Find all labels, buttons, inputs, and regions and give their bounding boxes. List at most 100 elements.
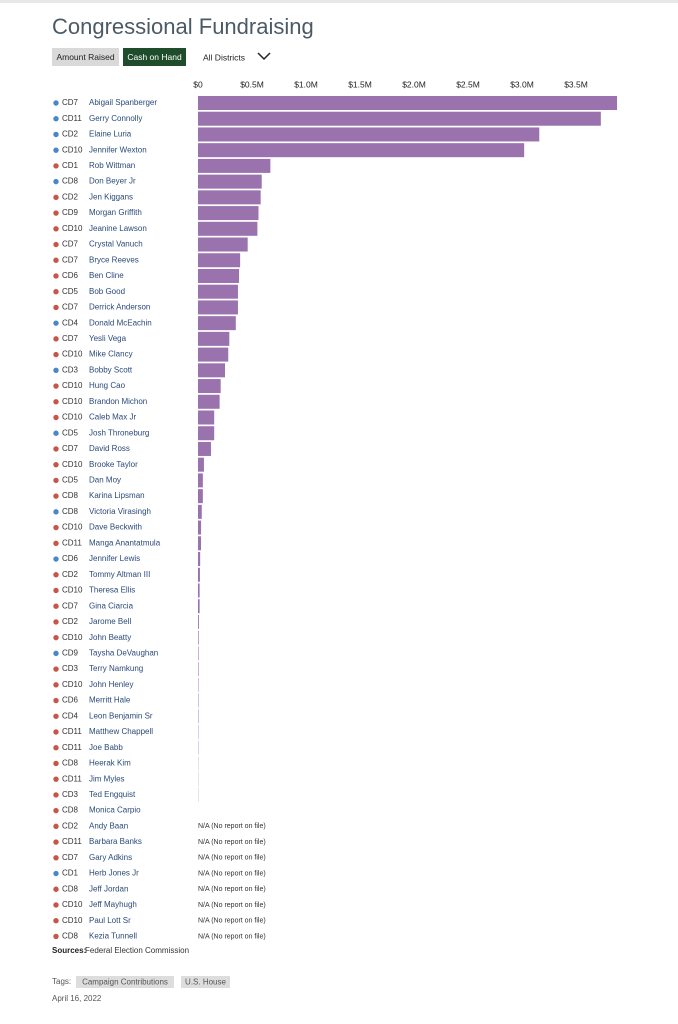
y-tick-label: Monica Carpio xyxy=(89,806,141,815)
district-label: CD7 xyxy=(62,444,79,453)
value-label: N/A (No report on file) xyxy=(198,823,266,830)
toggle-cash[interactable]: Cash on Hand xyxy=(123,48,186,66)
party-dot xyxy=(53,807,59,814)
top-edge xyxy=(0,0,678,3)
value-label: N/A (No report on file) xyxy=(198,839,266,846)
value-label: N/A (No report on file) xyxy=(198,902,266,909)
tag-bg xyxy=(76,976,174,988)
bar xyxy=(198,614,199,629)
party-dot xyxy=(53,619,59,625)
party-dot xyxy=(53,131,59,138)
party-dot xyxy=(53,100,59,106)
party-dot xyxy=(53,870,59,877)
party-dot xyxy=(53,383,59,389)
tag[interactable]: Campaign Contributions xyxy=(82,978,168,987)
district-label: CD7 xyxy=(62,255,79,264)
party-dot xyxy=(53,666,59,672)
district-label: CD3 xyxy=(62,365,79,374)
district-label: CD10 xyxy=(62,145,83,154)
district-label: CD10 xyxy=(62,586,83,595)
bar xyxy=(198,583,200,598)
district-label: CD9 xyxy=(62,208,79,217)
y-tick-label: Barbara Banks xyxy=(89,837,142,846)
district-label: CD6 xyxy=(62,554,79,563)
dropdown-label: All Districts xyxy=(203,52,245,62)
party-dot xyxy=(53,336,59,342)
district-label: CD10 xyxy=(62,633,83,642)
party-dot xyxy=(53,351,59,358)
y-tick-label: Derrick Anderson xyxy=(89,303,150,312)
bar xyxy=(198,268,240,283)
district-label: CD6 xyxy=(62,271,79,280)
district-label: CD10 xyxy=(62,350,83,359)
party-dot xyxy=(53,147,59,153)
y-tick-label: Jim Myles xyxy=(89,774,125,783)
party-dot xyxy=(53,477,59,484)
date: April 16, 2022 xyxy=(52,994,102,1003)
district-label: CD9 xyxy=(62,648,79,657)
y-tick-label: Donald McEachin xyxy=(89,318,152,327)
district-label: CD3 xyxy=(62,790,79,799)
party-dot xyxy=(53,320,59,326)
party-dot xyxy=(53,540,59,546)
y-tick-label: Caleb Max Jr xyxy=(89,413,136,422)
district-label: CD5 xyxy=(62,287,79,296)
district-label: CD8 xyxy=(62,806,79,815)
district-dropdown[interactable]: All Districts xyxy=(203,52,271,62)
bar xyxy=(198,300,238,315)
y-tick-label: Brooke Taylor xyxy=(89,460,138,469)
y-tick-label: Tommy Altman III xyxy=(89,570,150,579)
bar xyxy=(198,426,215,441)
button-label: Cash on Hand xyxy=(127,52,182,62)
district-label: CD4 xyxy=(62,318,79,327)
district-label: CD5 xyxy=(62,476,79,485)
bar xyxy=(198,174,262,189)
y-tick-label: Manga Anantatmula xyxy=(89,538,161,547)
y-tick-label: Crystal Vanuch xyxy=(89,240,143,249)
value-label: N/A (No report on file) xyxy=(198,886,266,893)
party-dot xyxy=(53,603,59,609)
tag[interactable]: U.S. House xyxy=(185,978,226,987)
party-dot xyxy=(53,823,59,830)
party-dot xyxy=(53,116,59,122)
district-label: CD11 xyxy=(62,837,82,846)
sources-label: Sources: xyxy=(52,946,86,955)
bar xyxy=(198,221,258,236)
y-tick-label: Bryce Reeves xyxy=(89,255,139,264)
toggle-amount[interactable]: Amount Raised xyxy=(52,48,119,66)
party-dot xyxy=(53,587,59,594)
y-tick-label: Bob Good xyxy=(89,287,125,296)
bar xyxy=(198,237,248,252)
district-label: CD10 xyxy=(62,916,83,925)
y-tick-label: Heerak Kim xyxy=(89,759,131,768)
party-dot xyxy=(53,572,59,578)
party-dot xyxy=(53,241,59,248)
y-tick-label: Dan Moy xyxy=(89,476,121,485)
party-dot xyxy=(53,918,59,924)
button-bg xyxy=(123,48,186,66)
button-label: Amount Raised xyxy=(56,52,114,62)
district-label: CD11 xyxy=(62,727,82,736)
district-label: CD10 xyxy=(62,413,83,422)
district-label: CD8 xyxy=(62,177,79,186)
district-label: CD8 xyxy=(62,507,79,516)
bar xyxy=(198,646,199,661)
party-dot xyxy=(53,257,59,263)
party-dot xyxy=(53,729,59,735)
y-tick-label: Karina Lipsman xyxy=(89,491,145,500)
party-dot xyxy=(53,399,59,405)
x-tick-label: $0 xyxy=(193,79,203,89)
district-label: CD11 xyxy=(62,538,82,547)
party-dot xyxy=(53,289,59,295)
x-tick-label: $1.5M xyxy=(348,79,372,89)
bar xyxy=(198,662,199,677)
value-label: N/A (No report on file) xyxy=(198,870,266,877)
party-dot xyxy=(53,556,59,562)
district-label: CD2 xyxy=(62,130,79,139)
party-dot xyxy=(53,194,59,201)
party-dot xyxy=(53,792,59,798)
party-dot xyxy=(53,273,59,279)
y-tick-label: Dave Beckwith xyxy=(89,523,142,532)
party-dot xyxy=(53,524,59,531)
